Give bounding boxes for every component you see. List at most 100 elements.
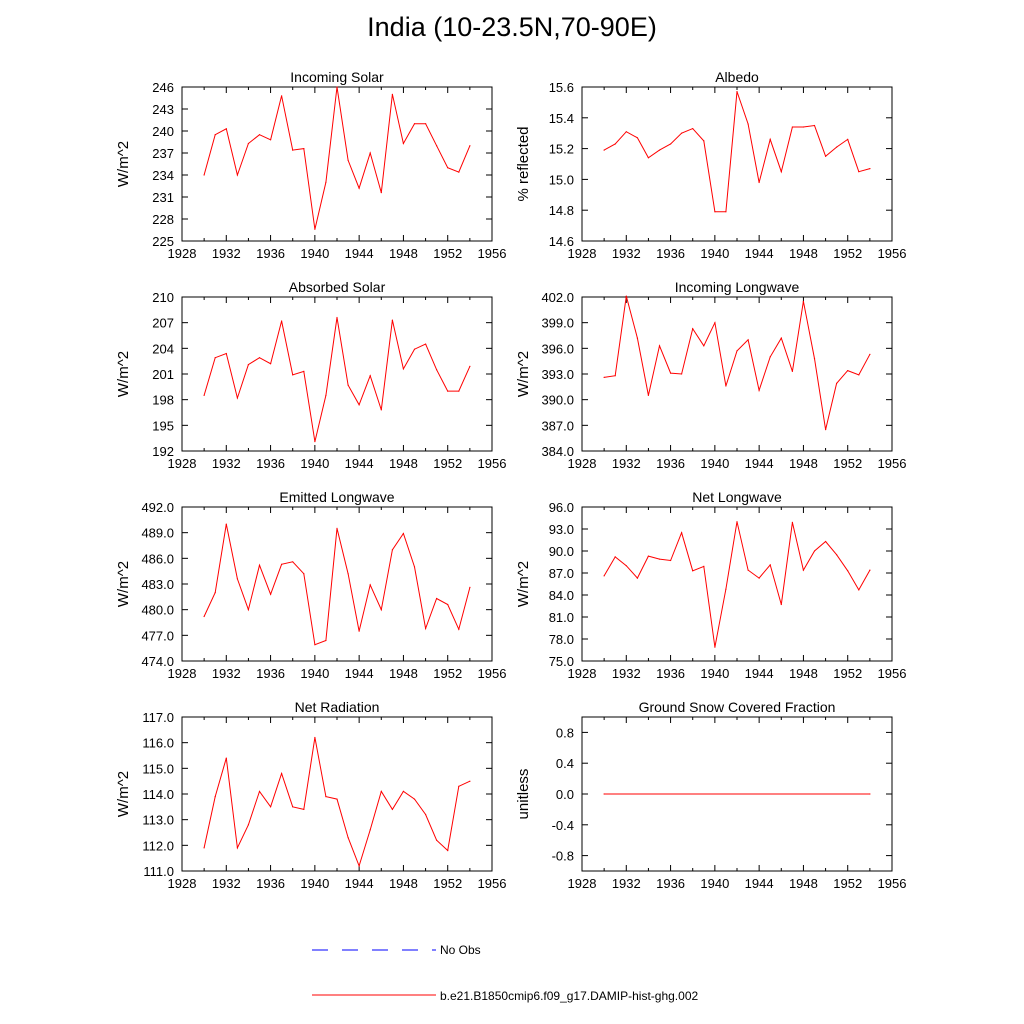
panel-6-xtick-label: 1944 (745, 666, 774, 681)
panel-1-ytick-label: 243 (152, 102, 174, 117)
panel-3-point (236, 397, 238, 399)
panel-7-point (369, 829, 371, 831)
panel-2-xtick-label: 1932 (612, 246, 641, 261)
panel-6-xtick-label: 1956 (878, 666, 907, 681)
panel-6-point (869, 569, 871, 571)
panel-2-series-line (603, 91, 871, 213)
panel-6-series-line (603, 521, 871, 648)
panel-8-xtick-label: 1928 (568, 876, 597, 891)
panel-7-ytick-label: 111.0 (143, 864, 174, 879)
panel-3-point (225, 352, 227, 355)
panel-7-point (236, 847, 238, 849)
panel-6-point (736, 521, 738, 523)
panel-4-point (747, 339, 749, 341)
panel-2-point (736, 91, 738, 93)
panel-3-point (292, 374, 294, 376)
panel-3-ytick-label: 192 (152, 444, 174, 459)
panel-4-point (670, 372, 672, 374)
legend-obs-label: No Obs (440, 943, 481, 957)
panel-1-point (270, 139, 272, 141)
panel-4-point (658, 345, 661, 347)
panel-2-point (703, 140, 705, 142)
panel-1-point (425, 123, 427, 125)
panel-5-point (369, 584, 371, 586)
panel-2-xtick-label: 1940 (700, 246, 729, 261)
panel-4-title: Incoming Longwave (675, 279, 800, 295)
panel-5-point (413, 566, 416, 568)
panel-5-point (391, 549, 393, 551)
panel-4-xtick-label: 1956 (878, 456, 907, 471)
panel-7-point (347, 837, 349, 839)
panel-5-point (292, 561, 294, 563)
panel-4-point (813, 358, 816, 360)
panel-5-point (314, 644, 316, 646)
panel-2-ytick-label: 15.4 (549, 111, 574, 126)
panel-5-xtick-label: 1940 (300, 666, 329, 681)
panel-5-series-line (203, 524, 471, 646)
panel-5-point (380, 609, 382, 611)
panel-4-ytick-label: 387.0 (541, 418, 574, 433)
panel-1-ytick-label: 234 (152, 168, 174, 183)
panel-2-point (791, 126, 794, 128)
panel-4-ytick-label: 399.0 (541, 316, 574, 331)
panel-2-point (658, 149, 661, 151)
panel-2-xtick-label: 1944 (745, 246, 774, 261)
panel-3-point (258, 357, 261, 359)
panel-7-point (303, 808, 305, 811)
panel-1-title: Incoming Solar (290, 69, 384, 85)
panel-1-ylabel: W/m^2 (115, 141, 132, 187)
panel-3-ytick-label: 207 (152, 316, 174, 331)
panel-7-point (203, 847, 205, 849)
panel-4-point (869, 353, 871, 355)
panel-4-xtick-label: 1932 (612, 456, 641, 471)
panel-7-point (380, 790, 382, 793)
panel-5-ytick-label: 489.0 (141, 526, 174, 541)
panel-8-xtick-label: 1948 (789, 876, 818, 891)
panel-1-xtick-label: 1944 (345, 246, 374, 261)
panel-3-xtick-label: 1956 (478, 456, 507, 471)
panel-3-xtick-label: 1940 (300, 456, 329, 471)
panel-4-point (636, 337, 639, 339)
panel-5-point (281, 563, 283, 565)
panel-6-point (636, 577, 639, 579)
panel-4-xtick-label: 1928 (568, 456, 597, 471)
panel-6-xtick-label: 1932 (612, 666, 641, 681)
panel-6-xtick-label: 1928 (568, 666, 597, 681)
panel-2-point (647, 157, 650, 159)
panel-1-point (447, 167, 449, 169)
panel-7-point (225, 757, 227, 759)
panel-8-point (869, 793, 871, 795)
panel-7-title: Net Radiation (295, 699, 380, 715)
panel-5-ytick-label: 486.0 (141, 551, 174, 566)
panel-3-xtick-label: 1944 (345, 456, 374, 471)
panel-2-point (670, 143, 672, 145)
panel-4-point (802, 300, 805, 302)
panel-7-point (402, 790, 404, 793)
panel-4-series-line (604, 295, 871, 430)
panel-4-ytick-label: 390.0 (541, 393, 574, 408)
panel-2-point (636, 137, 639, 139)
panel-6-point (625, 565, 627, 567)
panel-3-ytick-label: 195 (152, 418, 174, 433)
panel-2-ytick-label: 14.8 (549, 203, 574, 218)
panel-1-point (325, 181, 327, 183)
panel-2-point (758, 181, 760, 184)
panel-7-xtick-label: 1944 (345, 876, 374, 891)
panel-5-xtick-label: 1952 (433, 666, 462, 681)
panel-1-point (413, 123, 416, 125)
panel-2-point (769, 138, 771, 140)
panel-3-point (425, 343, 427, 345)
panel-3-point (314, 441, 316, 443)
panel-8-xtick-label: 1940 (700, 876, 729, 891)
panel-2-point (603, 149, 605, 151)
panel-5-xtick-label: 1956 (478, 666, 507, 681)
panel-1-point (225, 128, 227, 130)
panel-4-xtick-label: 1940 (700, 456, 729, 471)
panel-6-point (758, 577, 760, 579)
panel-6-point (813, 550, 816, 552)
panel-2-point (813, 124, 816, 127)
panel-2-point (825, 155, 827, 157)
panel-1-xtick-label: 1936 (256, 246, 285, 261)
panel-7-ytick-label: 117.0 (142, 710, 174, 725)
panel-1-point (247, 142, 249, 145)
